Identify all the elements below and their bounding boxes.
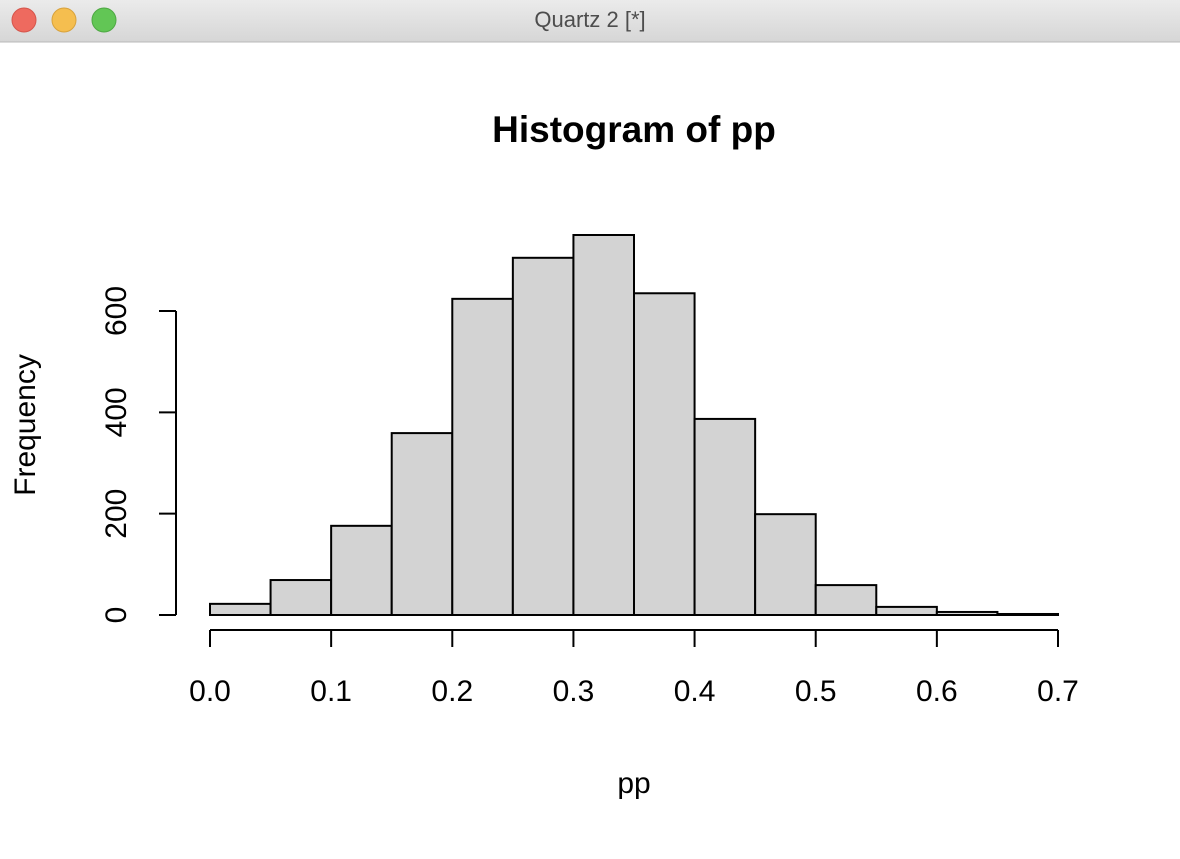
x-tick-label: 0.1	[310, 675, 352, 708]
y-tick-label: 200	[100, 489, 133, 539]
bar	[935, 610, 999, 617]
x-tick-label: 0.3	[553, 675, 595, 708]
chart-title: Histogram of pp	[492, 109, 776, 150]
bar	[330, 524, 393, 616]
y-tick-label: 0	[100, 607, 133, 624]
minimize-button[interactable]	[51, 7, 77, 33]
x-tick-label: 0.6	[916, 675, 958, 708]
bar	[451, 297, 514, 616]
title-bar	[0, 0, 1180, 42]
x-tick-label: 0.0	[189, 675, 231, 708]
x-tick-label: 0.2	[431, 675, 473, 708]
y-axis-label: Frequency	[9, 354, 42, 496]
x-tick-label: 0.4	[674, 675, 716, 708]
bar	[996, 612, 1060, 617]
bar	[269, 579, 333, 616]
bar	[693, 417, 757, 617]
bar	[209, 602, 272, 616]
y-tick-label: 600	[100, 286, 133, 336]
bar	[814, 584, 878, 617]
x-tick-label: 0.7	[1037, 675, 1079, 708]
window-title: Quartz 2 [*]	[534, 7, 645, 32]
bar	[390, 432, 454, 616]
y-tick-label: 400	[100, 387, 133, 437]
bar	[511, 256, 575, 616]
x-tick-label: 0.5	[795, 675, 837, 708]
close-button[interactable]	[11, 7, 37, 33]
bar	[875, 605, 938, 616]
bar	[754, 513, 817, 617]
zoom-button[interactable]	[91, 7, 117, 33]
bar	[572, 234, 636, 616]
bar	[633, 292, 696, 616]
x-axis-label: pp	[617, 767, 650, 800]
